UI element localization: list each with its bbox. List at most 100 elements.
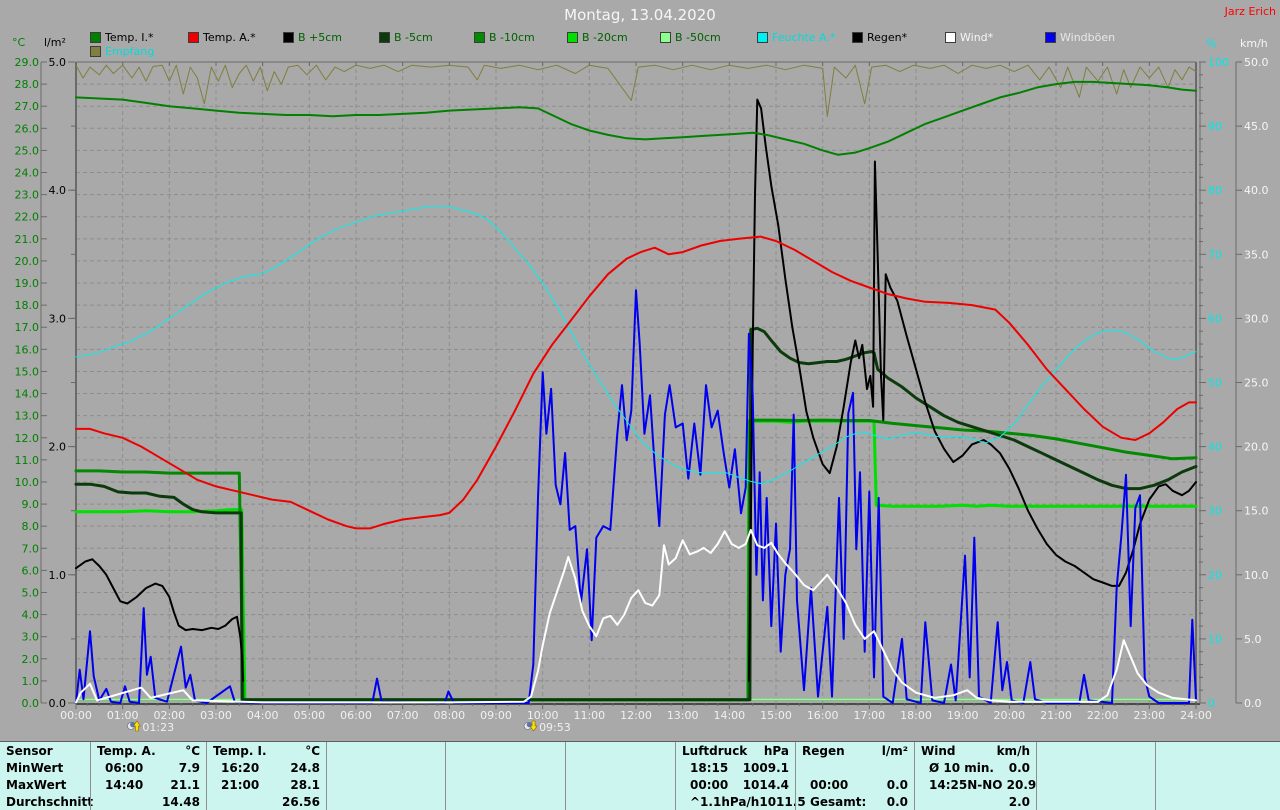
stats-cell-value: 24.8 (290, 760, 320, 775)
legend-label: B +5cm (298, 31, 343, 44)
stats-row-label: MaxWert (6, 778, 67, 793)
svg-text:02:00: 02:00 (153, 709, 185, 722)
svg-text:22.0: 22.0 (15, 211, 40, 224)
stats-cell-value: 28.1 (290, 778, 320, 793)
legend-item-feuchte: Feuchte A.* (757, 31, 835, 44)
svg-text:3.0: 3.0 (22, 631, 40, 644)
svg-text:12:00: 12:00 (620, 709, 652, 722)
page-title: Montag, 13.04.2020 (564, 6, 716, 24)
svg-text:1.0: 1.0 (22, 675, 40, 688)
chart-axes: 0.0 1.0 2.0 3.0 4.0 5.0 6.0 7.0 8.0 9.0 10.0 11.0 12… (15, 56, 1269, 710)
svg-text:11:00: 11:00 (573, 709, 605, 722)
legend-swatch-windboeen (1045, 32, 1056, 43)
legend-label: Temp. I.* (105, 31, 154, 44)
svg-text:4.0: 4.0 (22, 609, 40, 622)
axis-unit-percent: % (1206, 37, 1217, 50)
svg-text:35.0: 35.0 (1244, 248, 1269, 261)
svg-text:00:00: 00:00 (60, 709, 92, 722)
svg-text:40: 40 (1208, 441, 1222, 454)
legend-swatch-b_m20 (567, 32, 578, 43)
stats-cell-time: 18:15 (690, 760, 729, 775)
svg-text:19:00: 19:00 (947, 709, 979, 722)
legend-item-windboeen: Windböen (1045, 31, 1115, 44)
svg-text:17:00: 17:00 (853, 709, 885, 722)
svg-text:8.0: 8.0 (22, 520, 40, 533)
svg-text:90: 90 (1208, 120, 1222, 133)
stats-column-empty (1155, 742, 1280, 810)
svg-text:10: 10 (1208, 633, 1222, 646)
legend-label: Empfang (105, 45, 155, 58)
svg-text:10:00: 10:00 (527, 709, 559, 722)
stats-col-name: Temp. A. (97, 743, 156, 758)
svg-text:5.0: 5.0 (49, 56, 67, 69)
axis-unit-lm2: l/m² (44, 36, 66, 49)
stats-cell-value: 0.0 (886, 795, 908, 810)
svg-text:20.0: 20.0 (15, 255, 40, 268)
svg-text:19.0: 19.0 (15, 277, 40, 290)
stats-col-name: Wind (921, 743, 956, 758)
svg-text:30.0: 30.0 (1244, 312, 1269, 325)
svg-text:4.0: 4.0 (49, 184, 67, 197)
svg-text:01:23: 01:23 (142, 721, 174, 734)
marker-moonset: 09:53 (523, 720, 571, 734)
svg-text:80: 80 (1208, 184, 1222, 197)
legend-item-regen: Regen* (852, 31, 907, 44)
stats-col-name: Luftdruck (682, 743, 748, 758)
stats-cell-time: 00:00 (810, 778, 849, 793)
stats-cell-value: 0.0 (886, 778, 908, 793)
svg-text:14.0: 14.0 (15, 388, 40, 401)
legend-swatch-empfang (90, 46, 101, 57)
legend-item-temp_i: Temp. I.* (90, 31, 154, 44)
svg-text:50.0: 50.0 (1244, 56, 1269, 69)
svg-text:01:00: 01:00 (107, 709, 139, 722)
legend-item-b_m50: B -50cm (660, 31, 721, 44)
stats-row-label: MinWert (6, 760, 64, 775)
svg-text:18.0: 18.0 (15, 299, 40, 312)
svg-text:28.0: 28.0 (15, 78, 40, 91)
svg-text:17.0: 17.0 (15, 321, 40, 334)
svg-text:08:00: 08:00 (433, 709, 465, 722)
stats-cell-time: 14:40 (105, 778, 144, 793)
svg-text:3.0: 3.0 (49, 312, 67, 325)
svg-text:27.0: 27.0 (15, 100, 40, 113)
svg-text:22:00: 22:00 (1087, 709, 1119, 722)
svg-text:23:00: 23:00 (1133, 709, 1165, 722)
svg-text:07:00: 07:00 (387, 709, 419, 722)
stats-cell-time: Ø 10 min. (929, 760, 994, 775)
svg-text:10.0: 10.0 (1244, 569, 1269, 582)
series-b_m5 (74, 326, 1198, 702)
legend-swatch-b_p5 (283, 32, 294, 43)
stats-row-labels: Sensor MinWert MaxWert Durchschnitt (0, 742, 93, 810)
legend-swatch-b_m10 (474, 32, 485, 43)
stats-col-unit: °C (305, 743, 320, 758)
svg-text:60: 60 (1208, 312, 1222, 325)
stats-column-luftdruck: Luftdruck hPa 18:15 1009.1 00:00 1014.4 ^1.1hP… (675, 742, 806, 810)
stats-cell-time: 14:25 (929, 778, 968, 793)
legend-swatch-feuchte (757, 32, 768, 43)
svg-text:15.0: 15.0 (15, 365, 40, 378)
stats-col-name: Temp. I. (213, 743, 267, 758)
stats-cell-value: 7.9 (178, 760, 200, 775)
svg-text:9.0: 9.0 (22, 498, 40, 511)
svg-text:70: 70 (1208, 248, 1222, 261)
stats-col-unit: km/h (996, 743, 1030, 758)
svg-text:40.0: 40.0 (1244, 184, 1269, 197)
legend-swatch-temp_i (90, 32, 101, 43)
legend-swatch-temp_a (188, 32, 199, 43)
svg-text:18:00: 18:00 (900, 709, 932, 722)
legend-item-b_p5: B +5cm (283, 31, 342, 44)
legend-row-1: Temp. I.* Temp. A.* B +5cm B -5cm B -10cm B -… (0, 31, 1280, 45)
stats-column-empty (326, 742, 445, 810)
svg-text:05:00: 05:00 (293, 709, 325, 722)
series-b_p5 (75, 98, 1197, 682)
stats-table: Sensor MinWert MaxWert Durchschnitt Temp. A.… (0, 741, 1280, 810)
axis-unit-celsius: °C (12, 36, 26, 49)
time-axis-labels: 00:00 01:00 02:00 03:00 04:00 05:00 06:00 07:00… (60, 709, 1212, 722)
series-temp_a (75, 235, 1197, 530)
stats-cell-time: Gesamt: (810, 795, 867, 810)
svg-text:11.0: 11.0 (15, 454, 40, 467)
legend-label: Feuchte A.* (772, 31, 836, 44)
stats-cell-time: 00:00 (690, 778, 729, 793)
stats-cell-value: 26.56 (282, 795, 320, 810)
legend-label: Windböen (1060, 31, 1116, 44)
